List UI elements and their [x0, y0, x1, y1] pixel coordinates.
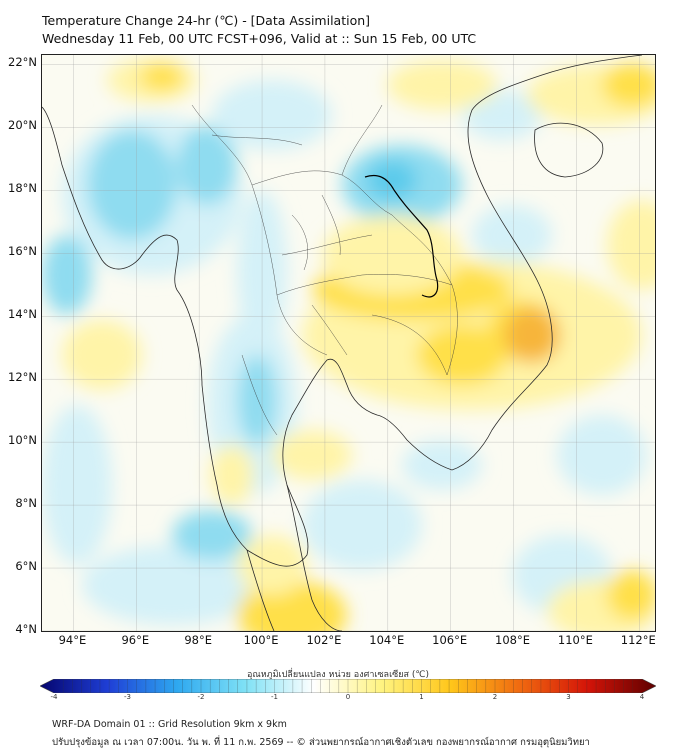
temperature-anomaly-blob	[177, 125, 237, 205]
temperature-anomaly-blob	[82, 545, 262, 625]
colorbar-tick-label: -1	[271, 693, 278, 701]
province-borders	[191, 104, 458, 436]
colorbar-tick-label: -2	[197, 693, 205, 701]
latitude-tick-label: 14°N	[8, 307, 37, 322]
latitude-tick-label: 4°N	[15, 622, 37, 636]
latitude-tick-label: 20°N	[8, 118, 37, 133]
colorbar-tick-label: 3	[566, 693, 571, 701]
temperature-anomaly-blob	[237, 355, 277, 445]
longitude-tick-label: 94°E	[58, 633, 87, 647]
latitude-tick-label: 12°N	[8, 370, 37, 385]
temperature-anomaly-blob	[602, 63, 655, 107]
temperature-anomaly-blob	[272, 430, 352, 480]
latitude-tick-label: 8°N	[15, 496, 37, 511]
longitude-tick-label: 108°E	[495, 633, 531, 647]
temperature-anomaly-blob	[387, 60, 497, 110]
temperature-anomaly-blob	[472, 205, 552, 265]
longitude-tick-label: 104°E	[369, 633, 405, 647]
national-border	[364, 174, 439, 298]
credit-line: ปรับปรุงข้อมูล ณ เวลา 07:00น. วัน พ. ที่…	[52, 737, 590, 748]
longitude-tick-label: 96°E	[121, 633, 150, 647]
temperature-anomaly-blob	[607, 570, 655, 620]
colorbar-tick-label: -4	[50, 693, 58, 701]
colorbar-tick-label: -3	[124, 693, 131, 701]
temperature-anomaly-blob	[172, 510, 252, 560]
temperature-anomaly-blob	[62, 320, 142, 390]
latitude-tick-label: 10°N	[8, 433, 37, 448]
colorbar-label: อุณหภูมิเปลี่ยนแปลง หน่วย องศาเซลเซียส (…	[246, 670, 430, 680]
longitude-tick-label: 110°E	[557, 633, 593, 647]
latitude-tick-label: 22°N	[8, 55, 37, 70]
temperature-anomaly-blob	[557, 415, 647, 495]
colorbar-tick-label: 4	[639, 693, 645, 701]
latitude-tick-label: 18°N	[8, 181, 37, 196]
temperature-anomaly-blob	[212, 80, 332, 150]
coastlines	[42, 55, 643, 631]
temperature-anomaly-blob	[42, 405, 112, 565]
colorbar-tick-label: 1	[419, 693, 424, 701]
model-info: WRF-DA Domain 01 :: Grid Resolution 9km …	[52, 719, 287, 730]
temperature-change-map	[42, 55, 655, 631]
longitude-tick-label: 112°E	[620, 633, 656, 647]
latitude-tick-label: 16°N	[8, 244, 37, 259]
map-panel	[41, 54, 656, 632]
temperature-anomaly-blob	[504, 307, 560, 363]
temperature-anomaly-blob	[42, 235, 92, 315]
temperature-anomaly-blob	[402, 440, 482, 490]
longitude-tick-label: 106°E	[432, 633, 468, 647]
longitude-tick-label: 100°E	[243, 633, 279, 647]
temperature-anomaly-blob	[302, 480, 422, 570]
longitude-tick-label: 98°E	[184, 633, 212, 647]
longitude-tick-label: 102°E	[306, 633, 342, 647]
graticule	[42, 55, 655, 631]
temperature-anomaly-blob	[322, 215, 462, 295]
temperature-anomaly-blob	[210, 445, 254, 505]
temperature-field	[42, 58, 655, 631]
map-subtitle: Wednesday 11 Feb, 00 UTC FCST+096, Valid…	[42, 31, 477, 46]
temperature-anomaly-blob	[367, 160, 417, 200]
temperature-anomaly-blob	[237, 535, 307, 595]
latitude-tick-label: 6°N	[15, 559, 37, 574]
colorbar	[40, 679, 656, 693]
temperature-anomaly-blob	[607, 200, 655, 290]
temperature-anomaly-blob	[87, 130, 177, 240]
map-title: Temperature Change 24-hr (℃) - [Data Ass…	[42, 13, 371, 28]
temperature-anomaly-blob	[417, 325, 507, 385]
temperature-anomaly-blob	[140, 63, 184, 91]
colorbar-tick-label: 2	[492, 693, 498, 701]
colorbar-tick-label: 0	[345, 693, 351, 701]
